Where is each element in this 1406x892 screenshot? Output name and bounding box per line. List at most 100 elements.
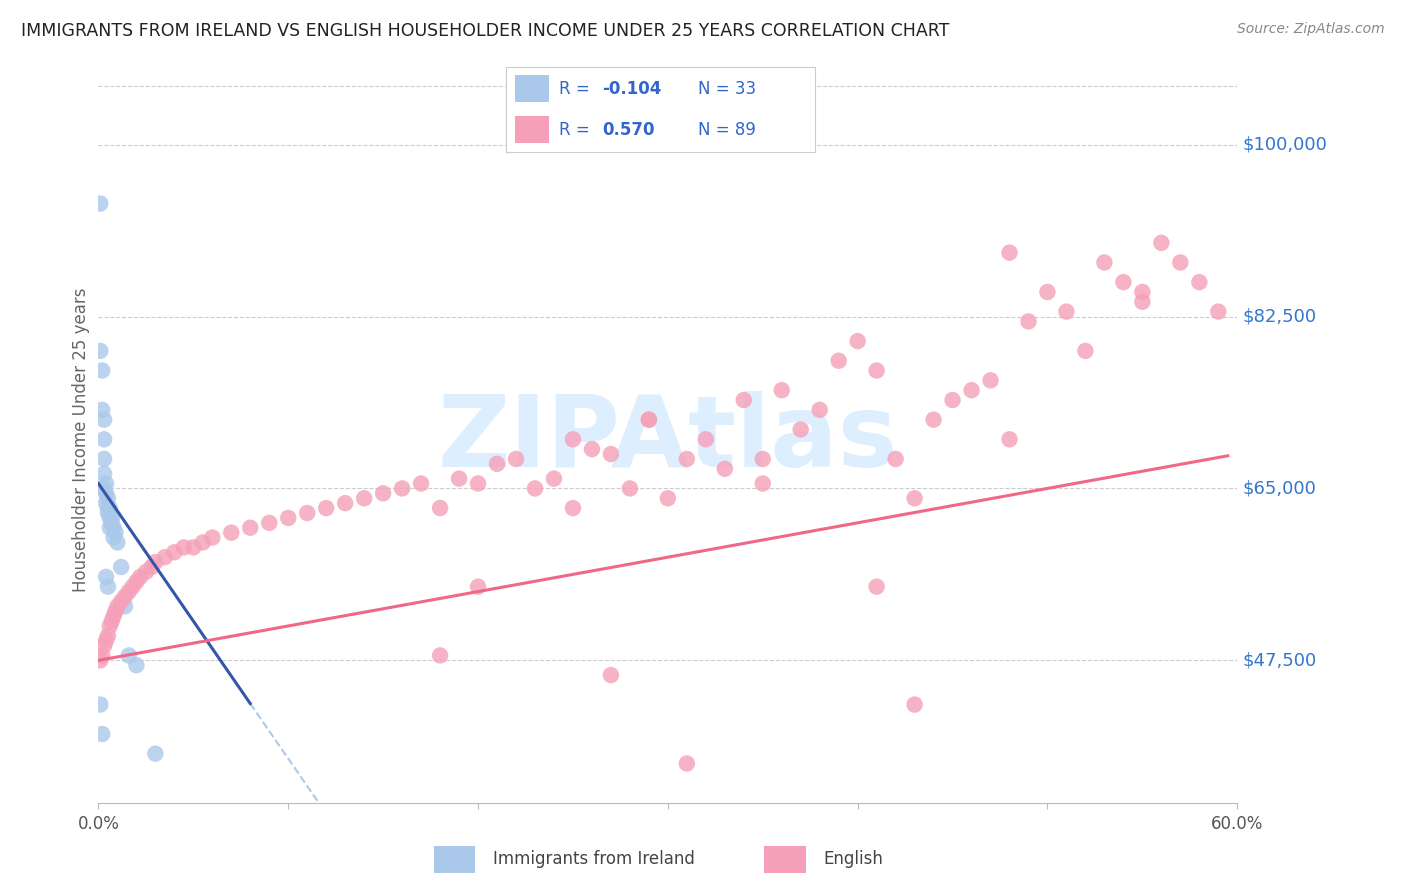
Point — [110, 594, 132, 608]
Point — [93, 467, 115, 481]
Point — [391, 482, 413, 496]
Point — [89, 653, 111, 667]
Point — [91, 402, 114, 417]
Point — [110, 560, 132, 574]
Point — [94, 633, 117, 648]
Point — [183, 541, 205, 555]
Point — [846, 334, 869, 348]
Point — [676, 452, 699, 467]
Point — [1112, 275, 1135, 289]
Text: R =: R = — [558, 120, 595, 138]
Text: $47,500: $47,500 — [1243, 651, 1317, 669]
Point — [467, 580, 489, 594]
Point — [904, 698, 927, 712]
Point — [1188, 275, 1211, 289]
Point — [371, 486, 394, 500]
Point — [114, 590, 136, 604]
Point — [97, 580, 120, 594]
Text: Immigrants from Ireland: Immigrants from Ireland — [492, 849, 695, 868]
Point — [866, 580, 889, 594]
Point — [353, 491, 375, 506]
Point — [979, 373, 1001, 387]
Point — [93, 639, 115, 653]
Point — [600, 447, 623, 461]
Bar — [433, 847, 475, 873]
Point — [103, 521, 125, 535]
Point — [98, 501, 121, 516]
Point — [1074, 343, 1097, 358]
Point — [429, 648, 451, 663]
Y-axis label: Householder Income Under 25 years: Householder Income Under 25 years — [72, 287, 90, 591]
Point — [91, 363, 114, 377]
Point — [1208, 304, 1230, 318]
Point — [201, 531, 224, 545]
Point — [259, 516, 281, 530]
Point — [960, 383, 983, 397]
Text: N = 33: N = 33 — [697, 80, 756, 98]
Point — [808, 402, 831, 417]
Point — [467, 476, 489, 491]
Point — [103, 531, 125, 545]
Point — [94, 570, 117, 584]
Point — [904, 491, 927, 506]
Point — [94, 476, 117, 491]
Point — [145, 747, 167, 761]
Point — [277, 511, 299, 525]
Point — [93, 482, 115, 496]
Point — [922, 412, 945, 426]
Point — [94, 486, 117, 500]
Point — [89, 343, 111, 358]
Point — [1018, 314, 1040, 328]
Point — [676, 756, 699, 771]
Text: $65,000: $65,000 — [1243, 479, 1317, 498]
Point — [638, 412, 661, 426]
Point — [562, 501, 585, 516]
Text: N = 89: N = 89 — [697, 120, 756, 138]
Text: $82,500: $82,500 — [1243, 308, 1317, 326]
Point — [97, 501, 120, 516]
Point — [828, 353, 851, 368]
Point — [107, 535, 129, 549]
Point — [1150, 235, 1173, 250]
Point — [866, 363, 889, 377]
Point — [884, 452, 907, 467]
Point — [97, 506, 120, 520]
Text: $100,000: $100,000 — [1243, 136, 1327, 153]
Point — [173, 541, 195, 555]
Point — [118, 648, 141, 663]
Point — [100, 511, 122, 525]
Point — [505, 452, 527, 467]
Point — [1036, 285, 1059, 299]
Point — [998, 245, 1021, 260]
Point — [942, 392, 965, 407]
Point — [221, 525, 243, 540]
Point — [125, 574, 148, 589]
Point — [98, 619, 121, 633]
Point — [135, 565, 157, 579]
Point — [486, 457, 509, 471]
Point — [145, 555, 167, 569]
Text: Source: ZipAtlas.com: Source: ZipAtlas.com — [1237, 22, 1385, 37]
Text: R =: R = — [558, 80, 595, 98]
Point — [1132, 285, 1154, 299]
Point — [89, 698, 111, 712]
Point — [239, 521, 262, 535]
Point — [714, 462, 737, 476]
Point — [1056, 304, 1078, 318]
Point — [93, 412, 115, 426]
Point — [121, 580, 143, 594]
Bar — [516, 116, 550, 143]
Point — [100, 516, 122, 530]
Point — [790, 422, 813, 436]
Point — [91, 648, 114, 663]
Point — [97, 491, 120, 506]
Point — [114, 599, 136, 614]
Point — [1132, 294, 1154, 309]
Point — [98, 511, 121, 525]
Point — [1094, 255, 1116, 269]
Point — [98, 521, 121, 535]
Point — [733, 392, 755, 407]
Point — [429, 501, 451, 516]
Point — [163, 545, 186, 559]
Point — [449, 472, 471, 486]
